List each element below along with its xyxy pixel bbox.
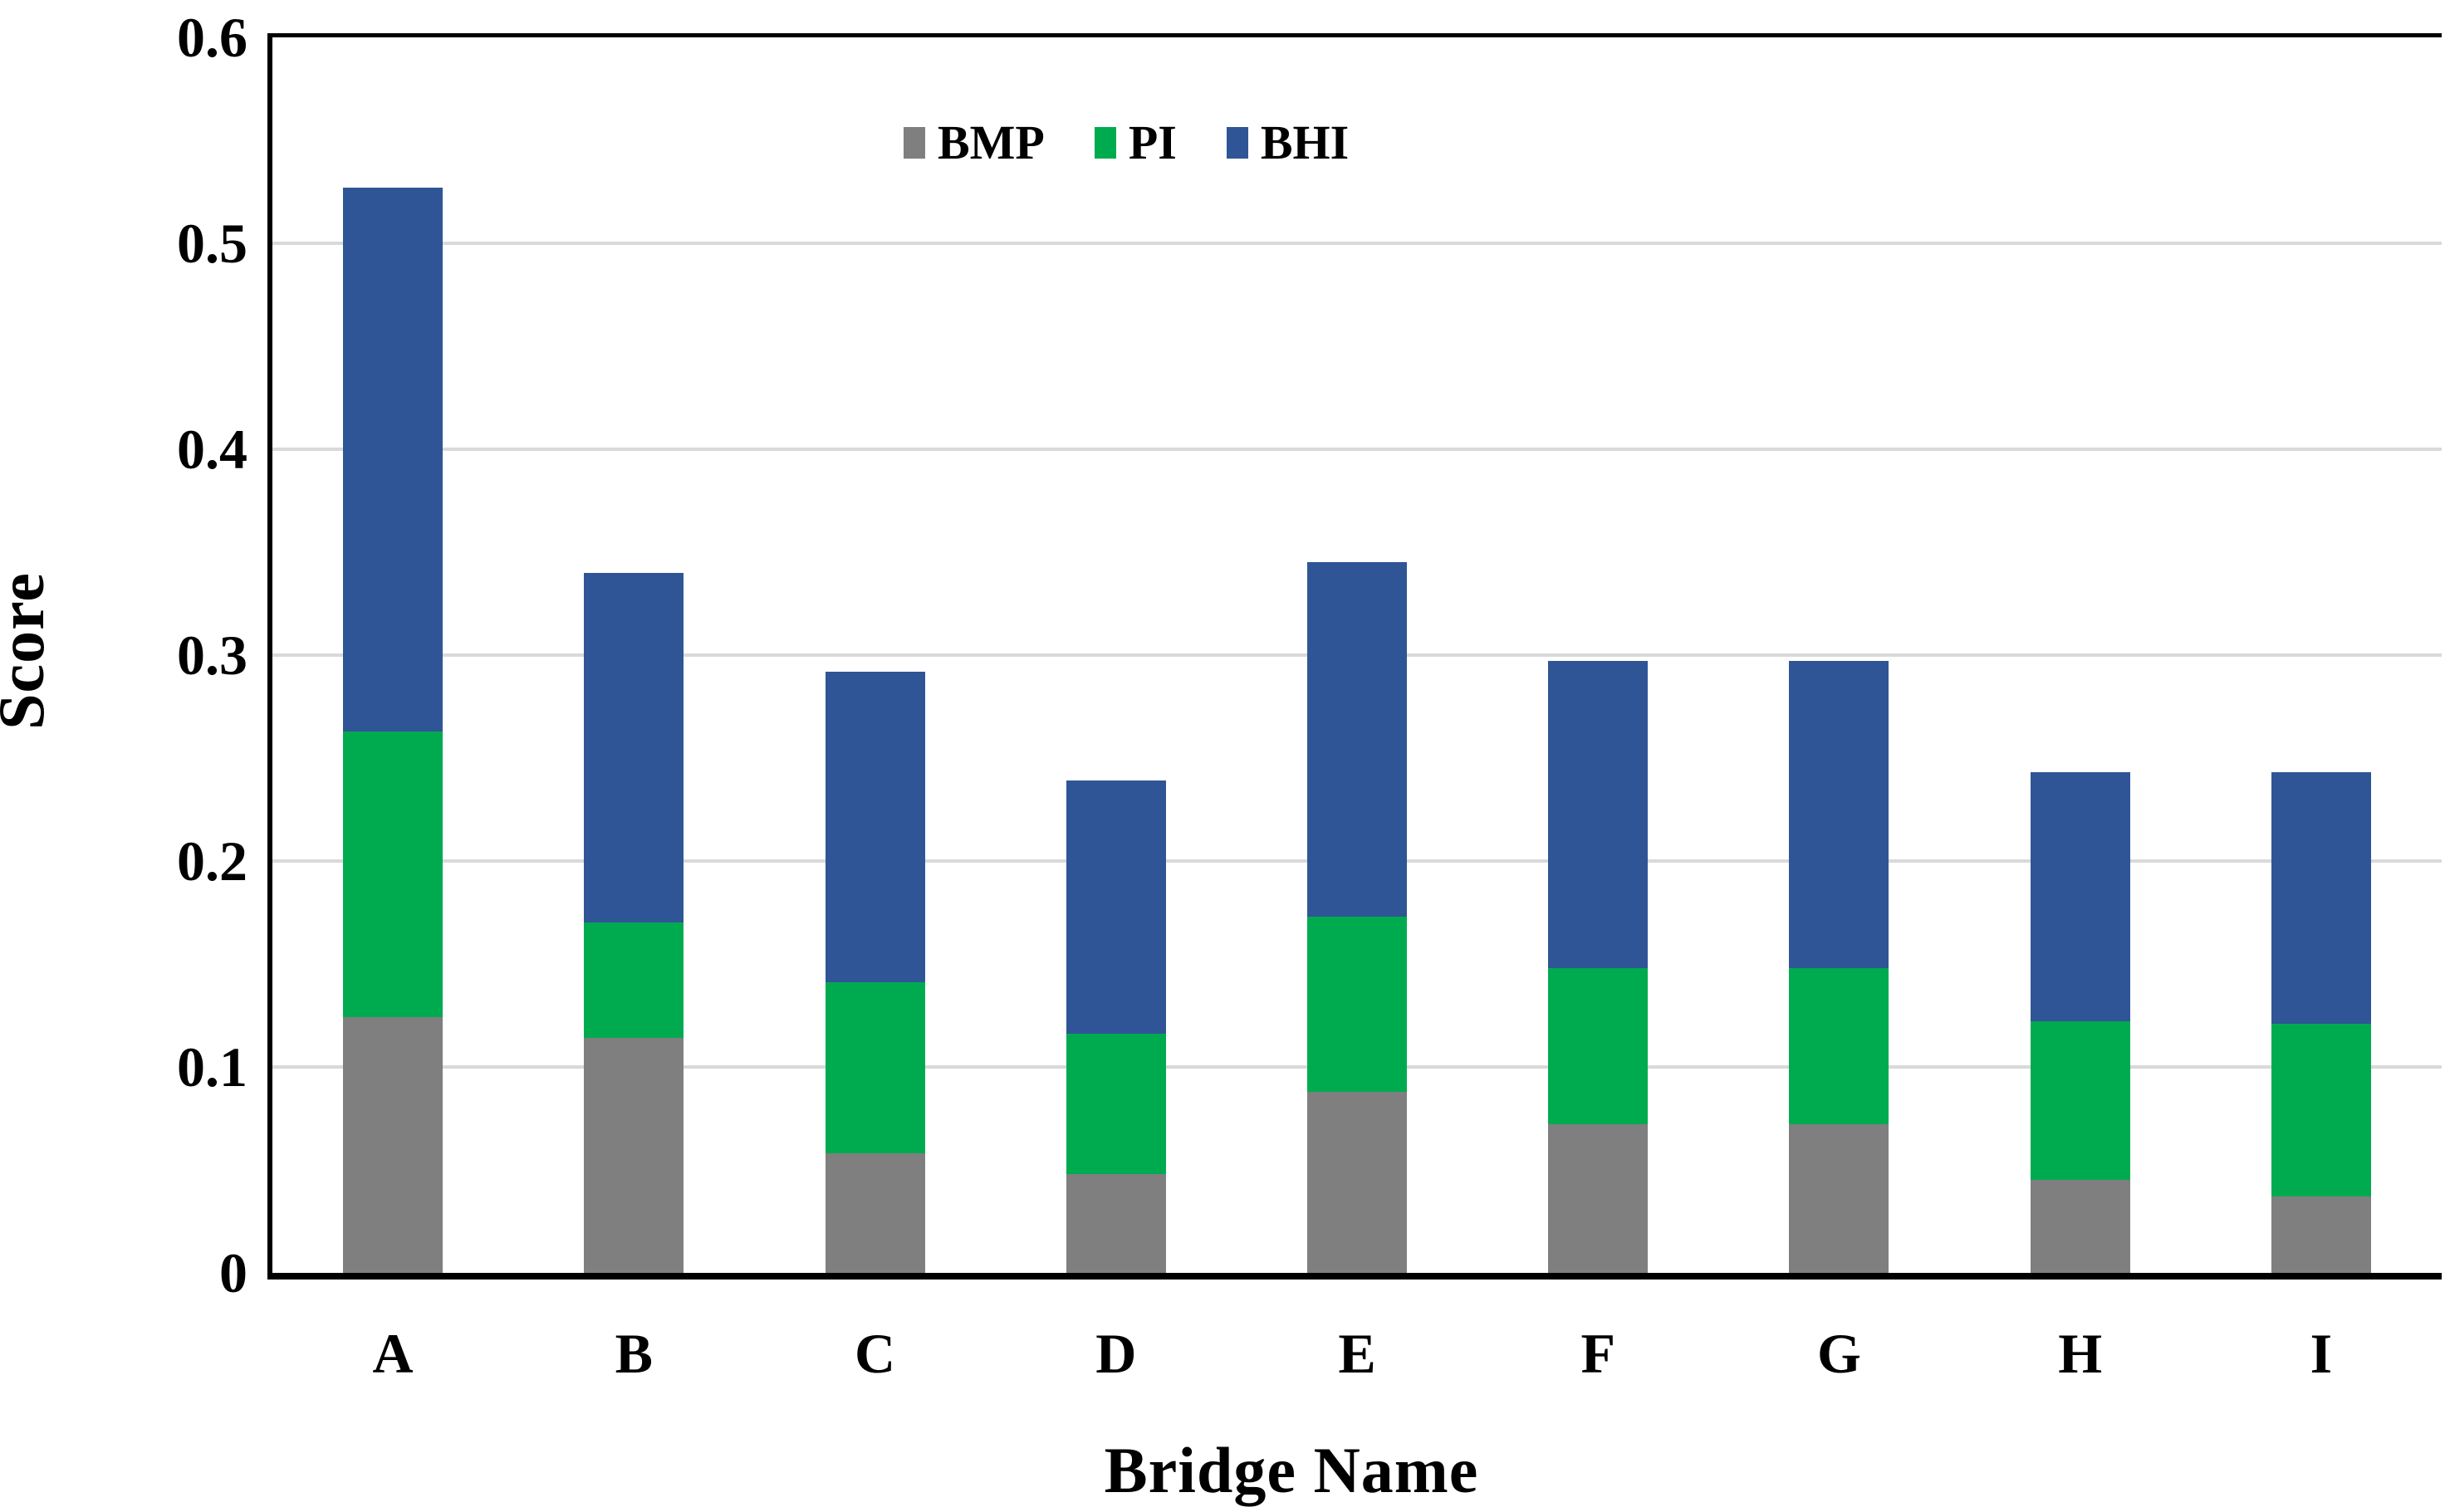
bar-H-BHI-segment <box>2030 772 2130 1022</box>
bar-E-BMP-segment <box>1307 1091 1407 1273</box>
legend-item-BMP: BMP <box>904 119 1045 167</box>
x-axis-title: Bridge Name <box>1104 1434 1479 1506</box>
bar-F-BHI-segment <box>1548 661 1649 968</box>
y-tick-label: 0 <box>219 1241 247 1304</box>
bar-D-BHI-segment <box>1066 780 1166 1035</box>
x-tick-label-D: D <box>1095 1322 1137 1385</box>
bar-H-BMP-segment <box>2030 1180 2130 1273</box>
bar-A-PI-segment <box>343 731 443 1018</box>
bar-I-BHI-segment <box>2271 772 2371 1024</box>
bar-A-BMP-segment <box>343 1017 443 1273</box>
bar-G-BHI-segment <box>1789 661 1889 968</box>
gridline <box>272 448 2442 451</box>
bar-A-BHI-segment <box>343 188 443 732</box>
y-tick-label: 0.6 <box>177 6 247 69</box>
bar-I-PI-segment <box>2271 1023 2371 1197</box>
x-tick-label-E: E <box>1338 1322 1376 1385</box>
bar-G-BMP-segment <box>1789 1124 1889 1273</box>
y-tick-label: 0.5 <box>177 212 247 275</box>
legend-label-PI: PI <box>1128 115 1177 169</box>
legend-label-BMP: BMP <box>938 115 1045 169</box>
y-tick-label: 0.1 <box>177 1035 247 1099</box>
x-tick-label-A: A <box>372 1322 414 1385</box>
bar-H-PI-segment <box>2030 1021 2130 1181</box>
bar-D-PI-segment <box>1066 1034 1166 1174</box>
x-tick-label-B: B <box>615 1322 654 1385</box>
bar-F-PI-segment <box>1548 967 1649 1125</box>
bar-C-BMP-segment <box>825 1153 925 1273</box>
x-tick-label-H: H <box>2058 1322 2103 1385</box>
y-tick-label: 0.3 <box>177 624 247 687</box>
bar-B-PI-segment <box>584 922 684 1039</box>
y-axis-title: Score <box>0 572 57 730</box>
bar-D-BMP-segment <box>1066 1173 1166 1273</box>
legend: BMP PI BHI <box>904 119 1349 167</box>
legend-swatch-BHI <box>1226 127 1248 159</box>
bar-B-BMP-segment <box>584 1038 684 1273</box>
legend-swatch-BMP <box>904 127 925 159</box>
bar-G-PI-segment <box>1789 967 1889 1125</box>
legend-item-BHI: BHI <box>1226 115 1350 169</box>
x-tick-label-G: G <box>1816 1322 1861 1385</box>
bar-C-BHI-segment <box>825 671 925 983</box>
legend-swatch-PI <box>1094 127 1116 159</box>
bar-F-BMP-segment <box>1548 1124 1649 1273</box>
legend-label-BHI: BHI <box>1260 115 1350 169</box>
x-tick-label-I: I <box>2310 1322 2333 1385</box>
x-tick-label-F: F <box>1580 1322 1615 1385</box>
bar-I-BMP-segment <box>2271 1196 2371 1273</box>
y-tick-label: 0.4 <box>177 418 247 481</box>
bar-E-BHI-segment <box>1307 562 1407 917</box>
x-tick-label-C: C <box>854 1322 896 1385</box>
y-tick-label: 0.2 <box>177 829 247 893</box>
gridline <box>272 242 2442 245</box>
bar-B-BHI-segment <box>584 572 684 923</box>
legend-item-PI: PI <box>1094 115 1177 169</box>
bar-C-PI-segment <box>825 982 925 1154</box>
bar-E-PI-segment <box>1307 916 1407 1092</box>
plot-area <box>267 33 2442 1280</box>
